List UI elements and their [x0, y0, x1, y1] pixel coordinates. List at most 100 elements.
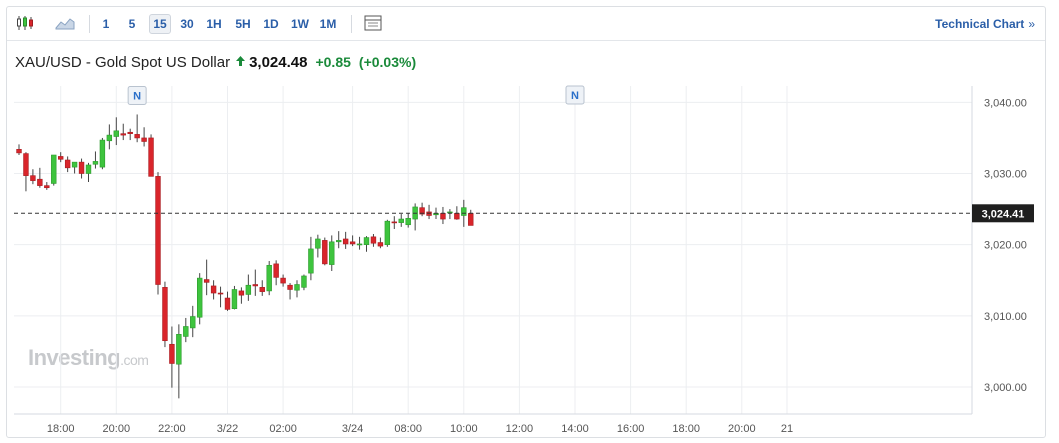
candle-body — [363, 237, 370, 245]
candle-body — [197, 277, 203, 318]
y-tick-label: 3,020.00 — [984, 240, 1027, 252]
news-marker — [565, 85, 585, 105]
candle-body — [447, 211, 453, 214]
current-price-label: 3,024.41 — [982, 208, 1025, 220]
chevron-right-icon: » — [1028, 17, 1035, 31]
candle-body — [141, 137, 147, 142]
candle-body — [370, 236, 377, 244]
candle-body — [99, 139, 106, 168]
candle-body — [210, 285, 217, 294]
instrument-name: XAU/USD - Gold Spot US Dollar — [15, 53, 231, 71]
candlestick-icon[interactable] — [13, 12, 37, 34]
candle-body — [419, 207, 425, 215]
period-30[interactable]: 30 — [180, 17, 194, 31]
news-marker — [127, 85, 147, 105]
x-tick-label: 12:00 — [506, 423, 534, 435]
candle-body — [169, 343, 175, 364]
candle-body — [259, 287, 265, 292]
investing-watermark: Investing.com — [28, 345, 149, 371]
candle-body — [287, 284, 293, 290]
area-chart-icon[interactable] — [53, 12, 77, 34]
candle-body — [356, 243, 363, 246]
candle-body — [335, 240, 342, 243]
candle-body — [113, 130, 120, 137]
period-1[interactable]: 1 — [102, 17, 110, 31]
news-marker-label: N — [571, 90, 579, 102]
x-tick-label: 10:00 — [450, 423, 478, 435]
candle-body — [461, 207, 467, 216]
candle-body — [176, 334, 182, 365]
period-5[interactable]: 5 — [128, 17, 136, 31]
candle-body — [120, 133, 126, 136]
candle-body — [37, 178, 43, 186]
candle-body — [71, 161, 78, 168]
x-tick-label: 18:00 — [47, 423, 75, 435]
candle-body — [322, 240, 328, 265]
x-tick-label: 18:00 — [672, 423, 700, 435]
candle-body — [183, 326, 189, 337]
candle-body — [468, 213, 474, 226]
period-1w[interactable]: 1W — [291, 17, 309, 31]
technical-chart-label: Technical Chart — [935, 17, 1025, 31]
candle-body — [342, 238, 349, 245]
x-tick-label: 3/24 — [342, 423, 363, 435]
candle-body — [405, 218, 411, 226]
candle-body — [23, 153, 29, 176]
watermark-brand: Investing — [28, 345, 121, 370]
candle-body — [85, 164, 92, 174]
candle-body — [51, 154, 57, 184]
candle-body — [203, 279, 210, 283]
candle-body — [57, 156, 64, 160]
y-tick-label: 3,000.00 — [984, 382, 1027, 394]
x-tick-label: 21 — [781, 423, 793, 435]
period-15[interactable]: 15 — [149, 14, 171, 34]
x-tick-label: 16:00 — [617, 423, 645, 435]
candle-body — [44, 185, 50, 189]
x-tick-label: 20:00 — [103, 423, 131, 435]
x-tick-label: 20:00 — [728, 423, 756, 435]
candle-body — [294, 284, 300, 291]
period-1h[interactable]: 1H — [206, 17, 222, 31]
candle-body — [106, 134, 113, 142]
indicator-panel-icon[interactable] — [361, 12, 385, 34]
candle-body — [190, 316, 196, 329]
technical-chart-link[interactable]: Technical Chart» — [935, 17, 1035, 31]
candle-body — [440, 213, 446, 220]
news-marker-label: N — [133, 90, 141, 102]
y-tick-label: 3,040.00 — [984, 97, 1027, 109]
candle-body — [384, 220, 391, 245]
y-tick-label: 3,030.00 — [984, 169, 1027, 181]
candle-body — [308, 248, 314, 274]
last-price: 3,024.48 — [249, 53, 308, 71]
x-tick-label: 14:00 — [561, 423, 589, 435]
candle-body — [245, 284, 252, 295]
candle-body — [78, 161, 85, 174]
candle-body — [92, 161, 99, 165]
watermark-suffix: .com — [120, 352, 149, 368]
candle-body — [252, 284, 258, 287]
chart-toolbar: 1 5 15 30 1H 5H 1D 1W 1M Technical Chart… — [7, 7, 1045, 41]
toolbar-divider — [351, 15, 352, 33]
candle-body — [273, 263, 279, 278]
period-5h[interactable]: 5H — [235, 17, 251, 31]
candle-body — [30, 175, 36, 181]
candle-body — [64, 159, 71, 169]
period-1m[interactable]: 1M — [319, 17, 337, 31]
y-tick-label: 3,010.00 — [984, 311, 1027, 323]
candle-body — [391, 221, 397, 224]
candle-body — [315, 238, 321, 249]
candle-body — [16, 149, 22, 154]
toolbar-divider — [89, 15, 90, 33]
candle-body — [134, 134, 140, 139]
candle-body — [301, 275, 307, 288]
candle-body — [280, 277, 286, 284]
price-change: +0.85 — [315, 54, 351, 70]
x-tick-label: 02:00 — [269, 423, 297, 435]
candle-body — [148, 137, 154, 177]
candle-body — [238, 290, 245, 296]
candle-body — [231, 289, 238, 309]
current-price-tag — [972, 204, 1034, 223]
instrument-header: XAU/USD - Gold Spot US Dollar 3,024.48 +… — [15, 51, 416, 73]
period-1d[interactable]: 1D — [263, 17, 279, 31]
candle-body — [155, 176, 161, 285]
